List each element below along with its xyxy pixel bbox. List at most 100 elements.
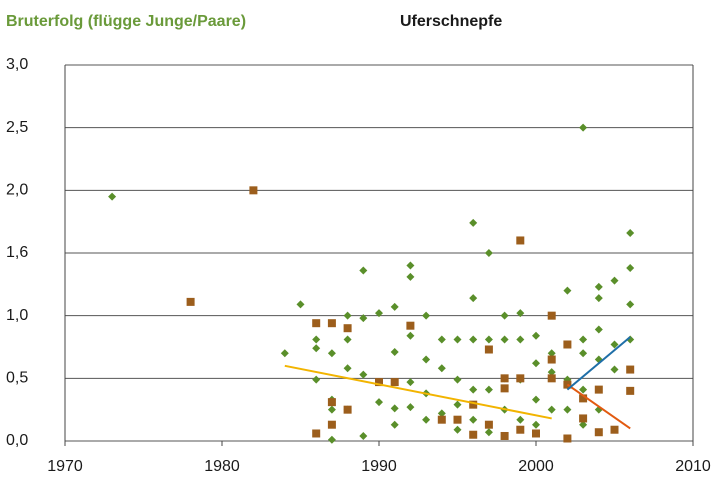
data-point bbox=[406, 331, 415, 340]
data-point bbox=[312, 319, 321, 328]
data-point bbox=[547, 405, 556, 414]
data-point bbox=[390, 302, 399, 311]
data-point bbox=[579, 335, 588, 344]
x-tick-label: 1970 bbox=[47, 458, 83, 475]
data-point bbox=[579, 394, 588, 403]
data-point bbox=[280, 349, 289, 358]
data-point bbox=[594, 385, 603, 394]
data-point bbox=[469, 385, 478, 394]
data-point bbox=[610, 340, 619, 349]
data-point bbox=[343, 405, 352, 414]
y-tick-label: 0,0 bbox=[6, 432, 28, 449]
data-point bbox=[437, 335, 446, 344]
data-point bbox=[312, 344, 321, 353]
y-tick-label: 2,0 bbox=[6, 182, 28, 199]
data-point bbox=[484, 345, 493, 354]
trend-line bbox=[284, 364, 552, 420]
data-point bbox=[375, 378, 383, 387]
data-point bbox=[516, 309, 525, 318]
data-point bbox=[500, 311, 509, 320]
data-point bbox=[469, 415, 478, 424]
data-point bbox=[579, 420, 588, 429]
data-point bbox=[108, 192, 117, 201]
data-point bbox=[296, 300, 305, 309]
data-point bbox=[422, 415, 431, 424]
data-point bbox=[484, 385, 493, 394]
data-point bbox=[610, 365, 619, 374]
data-point bbox=[547, 374, 556, 383]
data-point bbox=[327, 405, 336, 414]
data-point bbox=[594, 325, 603, 334]
data-point bbox=[484, 335, 493, 344]
data-point bbox=[406, 378, 415, 387]
data-point bbox=[500, 374, 509, 383]
data-point bbox=[375, 309, 383, 318]
data-point bbox=[563, 340, 572, 349]
data-point bbox=[532, 331, 540, 340]
data-point bbox=[579, 349, 588, 358]
data-point bbox=[406, 272, 415, 281]
y-axis-label: Bruterfolg (flügge Junge/Paare) bbox=[6, 13, 246, 30]
y-tick-label: 3,0 bbox=[6, 56, 28, 73]
data-point bbox=[312, 429, 321, 438]
data-point bbox=[437, 409, 446, 418]
data-point bbox=[453, 335, 462, 344]
data-point bbox=[422, 311, 431, 320]
data-point bbox=[594, 294, 603, 303]
data-point bbox=[626, 365, 635, 374]
data-point bbox=[500, 335, 509, 344]
data-point bbox=[437, 364, 446, 373]
data-point bbox=[359, 266, 368, 275]
data-point bbox=[343, 335, 352, 344]
data-point bbox=[579, 385, 588, 394]
data-point bbox=[594, 428, 603, 437]
y-tick-label: 2,5 bbox=[6, 119, 28, 136]
data-point bbox=[469, 400, 478, 409]
data-point bbox=[547, 349, 556, 358]
y-tick-label: 1,0 bbox=[6, 307, 28, 324]
data-point bbox=[390, 404, 399, 413]
data-point bbox=[594, 282, 603, 291]
data-point bbox=[563, 434, 572, 443]
data-point bbox=[563, 405, 572, 414]
data-point bbox=[406, 321, 415, 330]
data-point bbox=[453, 415, 462, 424]
data-point bbox=[327, 398, 336, 407]
data-point bbox=[327, 349, 336, 358]
data-point bbox=[343, 311, 352, 320]
x-tick-label: 1980 bbox=[204, 458, 240, 475]
x-tick-label: 1990 bbox=[361, 458, 397, 475]
data-point bbox=[547, 311, 556, 320]
data-point bbox=[327, 319, 336, 328]
data-point bbox=[484, 420, 493, 429]
data-point bbox=[484, 249, 493, 257]
data-point bbox=[327, 420, 336, 429]
data-point bbox=[406, 261, 415, 270]
data-point bbox=[406, 403, 415, 412]
data-point bbox=[390, 420, 399, 429]
trend-line bbox=[566, 336, 631, 391]
data-point bbox=[563, 286, 572, 295]
data-point bbox=[469, 218, 478, 227]
data-point bbox=[516, 374, 525, 383]
x-tick-label: 2000 bbox=[518, 458, 554, 475]
trend-line bbox=[566, 383, 631, 430]
data-point bbox=[390, 348, 399, 357]
y-tick-label: 0,5 bbox=[6, 370, 28, 387]
data-point bbox=[610, 425, 619, 434]
data-point bbox=[516, 236, 525, 245]
data-point bbox=[626, 264, 635, 273]
data-point bbox=[186, 297, 195, 306]
data-point bbox=[453, 400, 462, 409]
data-point bbox=[390, 378, 399, 387]
data-point bbox=[469, 430, 478, 439]
data-point bbox=[579, 414, 588, 423]
data-point bbox=[516, 425, 525, 434]
y-tick-label: 1,6 bbox=[6, 244, 28, 261]
data-point bbox=[312, 335, 321, 344]
data-point bbox=[469, 335, 478, 344]
data-point bbox=[626, 228, 635, 237]
data-point bbox=[610, 276, 619, 285]
data-point bbox=[516, 415, 525, 424]
